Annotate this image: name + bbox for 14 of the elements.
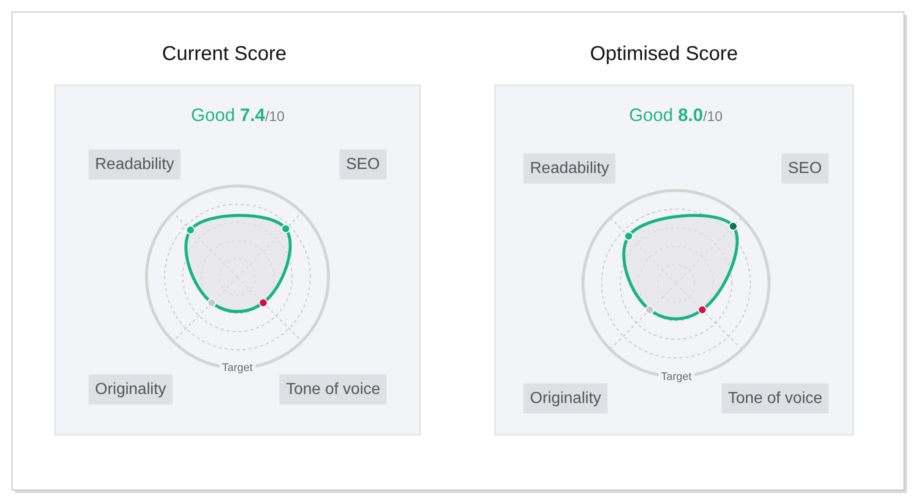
chart-subtitle: Good 8.0/10 xyxy=(629,105,723,125)
text: Target xyxy=(661,371,692,383)
chart-title: Current Score xyxy=(162,43,286,65)
spoke-label: SEO xyxy=(346,156,380,173)
chart-subtitle: Good 7.4/10 xyxy=(191,105,285,125)
chart-title: Optimised Score xyxy=(590,43,738,65)
spoke-label: SEO xyxy=(788,160,822,177)
spoke-label: Tone of voice xyxy=(728,390,822,407)
spoke-label: Originality xyxy=(95,381,166,398)
text: Target xyxy=(222,362,253,374)
spoke-label: Readability xyxy=(530,160,610,177)
spoke-label: Originality xyxy=(530,390,602,407)
spoke-label: Tone of voice xyxy=(286,381,380,398)
spoke-label: Readability xyxy=(95,156,174,173)
